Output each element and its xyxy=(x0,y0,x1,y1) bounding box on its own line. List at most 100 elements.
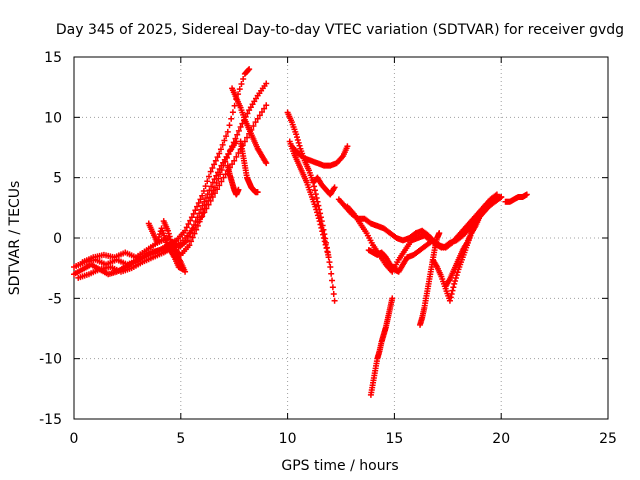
y-tick-label: -10 xyxy=(39,352,62,368)
x-tick-label: 10 xyxy=(279,431,297,447)
data-point xyxy=(219,141,226,148)
data-point xyxy=(448,290,455,297)
data-point xyxy=(182,227,189,234)
data-point xyxy=(245,67,252,74)
data-point xyxy=(320,235,327,241)
data-point xyxy=(226,122,233,129)
series-s21 xyxy=(442,203,488,290)
x-tick-label: 0 xyxy=(70,431,79,447)
data-point xyxy=(296,142,303,149)
y-tick-label: 15 xyxy=(44,50,62,66)
data-point xyxy=(156,231,163,238)
data-point xyxy=(314,209,321,216)
data-point xyxy=(201,198,208,205)
data-point xyxy=(155,236,162,243)
data-point xyxy=(192,207,199,214)
data-point xyxy=(190,210,197,217)
data-point xyxy=(294,137,301,144)
data-point xyxy=(295,139,302,146)
data-point xyxy=(216,150,223,157)
data-point xyxy=(214,169,221,176)
data-point xyxy=(204,191,211,198)
data-point xyxy=(187,217,194,224)
data-point xyxy=(235,186,242,193)
data-point xyxy=(454,269,461,276)
data-point xyxy=(185,233,192,240)
data-point xyxy=(203,194,210,201)
data-point xyxy=(523,191,530,198)
series-s19 xyxy=(417,230,443,328)
data-point xyxy=(452,277,459,284)
data-point xyxy=(188,214,195,221)
y-tick-label: -15 xyxy=(39,412,62,428)
data-point xyxy=(244,134,251,141)
data-point xyxy=(449,287,456,294)
data-point xyxy=(167,236,174,243)
series-s9 xyxy=(224,162,242,198)
series-s17 xyxy=(365,247,411,275)
y-axis-label: SDTVAR / TECUs xyxy=(7,181,23,296)
data-point xyxy=(208,183,215,190)
data-point xyxy=(224,128,231,135)
data-point xyxy=(318,224,325,231)
data-point xyxy=(329,284,336,291)
x-tick-label: 5 xyxy=(176,431,185,447)
data-point xyxy=(196,210,203,217)
data-point xyxy=(154,239,161,246)
axis-ticks: 0 5 10 15 20 25 -15 -10 -5 0 5 10 15 xyxy=(39,50,617,447)
data-point xyxy=(221,137,228,144)
data-point xyxy=(324,248,331,255)
data-point xyxy=(293,131,300,138)
data-point xyxy=(199,192,206,199)
data-point xyxy=(209,165,216,172)
data-point xyxy=(209,179,216,186)
x-tick-label: 25 xyxy=(599,431,617,447)
data-point xyxy=(216,165,223,172)
data-point xyxy=(315,215,322,222)
chart-title: Day 345 of 2025, Sidereal Day-to-day VTE… xyxy=(56,22,624,38)
data-point xyxy=(481,203,488,210)
data-point xyxy=(207,168,214,175)
data-point xyxy=(206,187,213,194)
series-s7 xyxy=(229,85,270,167)
data-point xyxy=(389,295,396,302)
data-point xyxy=(187,229,194,236)
data-point xyxy=(446,297,453,304)
data-point xyxy=(244,110,251,117)
data-point xyxy=(217,146,224,153)
data-point xyxy=(498,193,505,200)
data-point xyxy=(213,172,220,179)
data-point xyxy=(191,230,198,237)
series-s12 xyxy=(288,143,351,169)
series-s22 xyxy=(502,191,530,205)
data-point xyxy=(256,112,263,119)
data-point xyxy=(314,212,321,219)
data-point xyxy=(231,157,238,164)
data-point xyxy=(252,119,259,126)
data-point xyxy=(451,280,458,287)
data-point xyxy=(184,237,191,244)
data-point xyxy=(436,230,443,237)
data-point xyxy=(194,214,201,221)
y-tick-label: 10 xyxy=(44,110,62,126)
series-s15 xyxy=(344,193,505,275)
data-point xyxy=(189,234,196,241)
data-point xyxy=(168,239,175,246)
data-point xyxy=(330,290,337,297)
data-point xyxy=(200,187,207,194)
data-point xyxy=(263,102,270,109)
data-point xyxy=(194,203,201,210)
data-point xyxy=(199,202,206,209)
data-point xyxy=(293,134,300,141)
data-point xyxy=(263,160,270,167)
data-point xyxy=(316,218,323,225)
series-s16 xyxy=(367,295,396,398)
data-point xyxy=(192,218,199,225)
data-point xyxy=(250,123,257,130)
data-markers xyxy=(71,66,530,398)
series-s6 xyxy=(160,218,189,275)
data-point xyxy=(188,238,195,245)
data-point xyxy=(323,245,330,252)
data-point xyxy=(329,277,336,284)
data-point xyxy=(237,123,244,130)
